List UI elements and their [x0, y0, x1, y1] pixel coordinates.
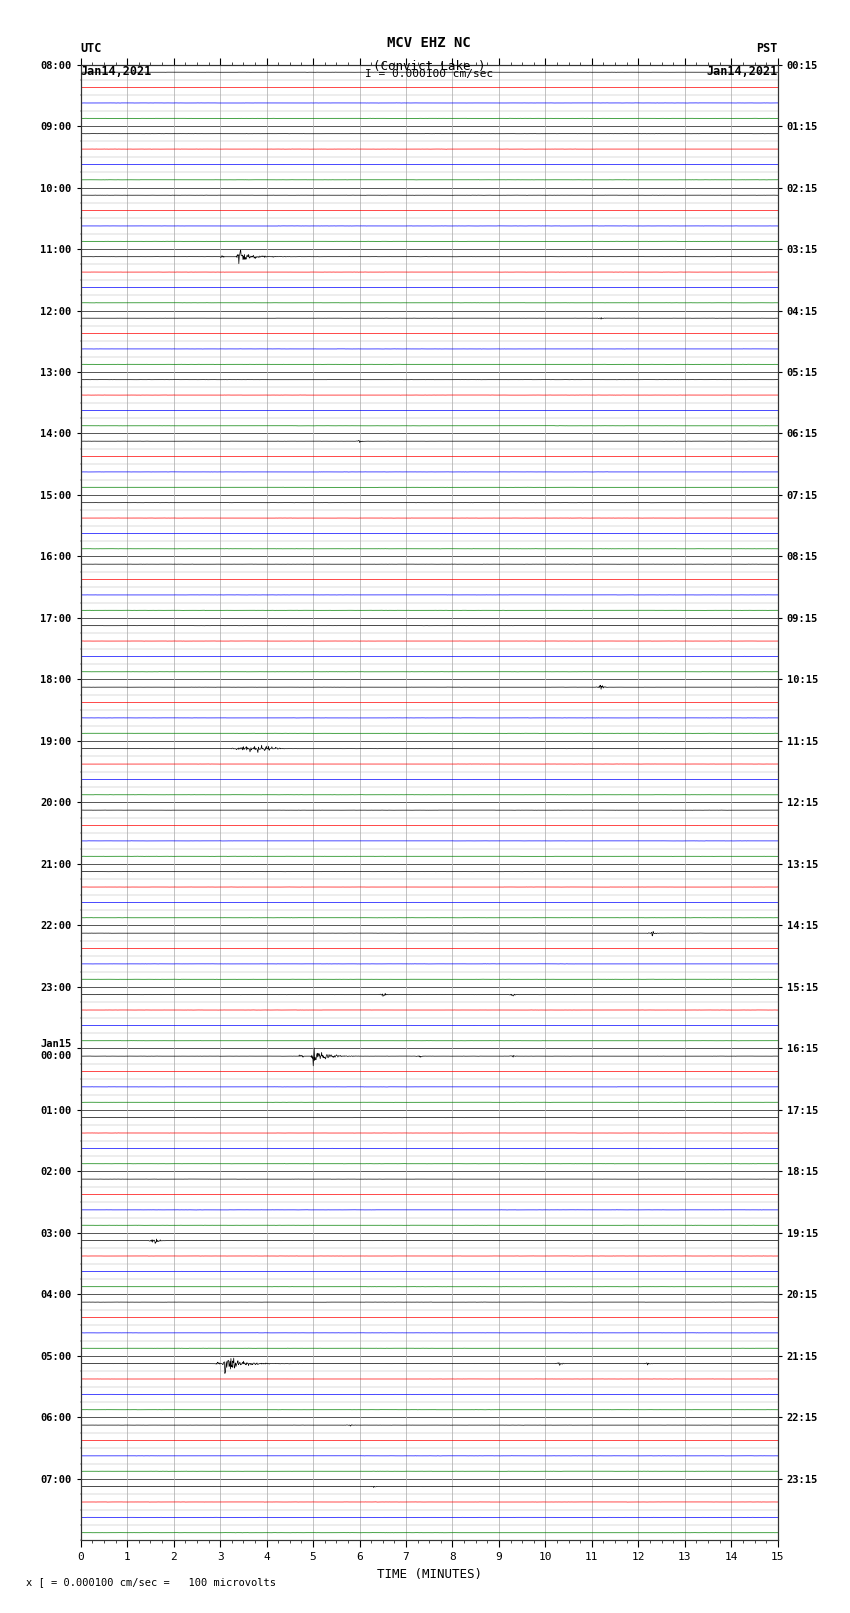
Text: (Convict Lake ): (Convict Lake )	[373, 60, 485, 73]
Text: MCV EHZ NC: MCV EHZ NC	[388, 35, 471, 50]
Text: PST: PST	[756, 42, 778, 55]
Text: x [ = 0.000100 cm/sec =   100 microvolts: x [ = 0.000100 cm/sec = 100 microvolts	[26, 1578, 275, 1587]
Text: I = 0.000100 cm/sec: I = 0.000100 cm/sec	[366, 69, 493, 79]
Text: UTC: UTC	[81, 42, 102, 55]
Text: Jan14,2021: Jan14,2021	[81, 65, 152, 77]
Text: Jan14,2021: Jan14,2021	[706, 65, 778, 77]
X-axis label: TIME (MINUTES): TIME (MINUTES)	[377, 1568, 482, 1581]
